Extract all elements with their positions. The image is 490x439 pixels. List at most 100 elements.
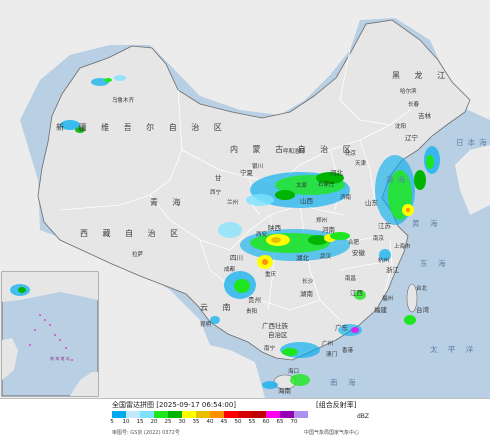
scale-tick-15: 15 [136, 419, 144, 425]
footer-divider [0, 398, 490, 399]
label-lhasa: 拉萨 [132, 250, 144, 258]
label-beijing: 北京 [345, 149, 357, 157]
label-hebei: 河北 [330, 169, 344, 177]
label-guiyang: 贵阳 [246, 307, 257, 315]
label-guangzhou: 广州 [322, 339, 333, 347]
label-inset-nanhai: 南 海 诸 岛 [50, 355, 70, 361]
label-haikou: 海口 [288, 367, 299, 375]
scale-swatch-25 [168, 411, 182, 418]
label-xizang: 西 藏 自 治 区 [80, 228, 184, 238]
label-taiyuan: 太原 [296, 181, 308, 189]
label-huanghai: 黄 海 [412, 218, 441, 228]
label-taipingyang: 太 平 洋 [430, 344, 477, 354]
scale-tick-65: 65 [276, 419, 284, 425]
scale-swatch-70 [294, 411, 308, 418]
scale-swatch-55 [252, 411, 266, 418]
label-guizhou: 贵州 [248, 295, 261, 304]
label-tianjin: 天津 [355, 160, 367, 167]
scale-swatch-65 [280, 411, 294, 418]
label-yinchuan: 银川 [252, 162, 263, 170]
south-china-sea-inset: 南 海 诸 岛 [1, 271, 99, 397]
label-fujian: 福建 [374, 305, 388, 314]
label-guangdong: 广东 [335, 323, 349, 332]
label-guangxi: 广西壮族 [262, 321, 289, 330]
label-nanchang: 南昌 [345, 274, 356, 282]
label-guangxi-2: 自治区 [268, 330, 288, 339]
label-hohhot: 呼和浩特 [283, 147, 306, 155]
taiwan-island [406, 283, 418, 313]
legend-timestamp: [2025-09-17 06:54:00] [156, 401, 237, 409]
scale-tick-55: 55 [248, 419, 256, 425]
label-nanning: 南宁 [264, 344, 276, 352]
map-approval-number: 审图号: GS京 (2022) 0372号 [112, 430, 180, 436]
label-shenyang: 沈阳 [395, 122, 406, 130]
label-chongqing: 重庆 [265, 270, 277, 278]
scale-swatch-30 [182, 411, 196, 418]
scale-tick-20: 20 [150, 419, 158, 425]
label-hangzhou: 杭州 [378, 256, 389, 264]
label-hunan: 湖南 [300, 289, 314, 298]
scale-tick-40: 40 [206, 419, 214, 425]
scale-tick-60: 60 [262, 419, 270, 425]
scale-tick-50: 50 [234, 419, 242, 425]
label-liaoning: 辽宁 [405, 133, 419, 142]
label-qinghai: 青 海 [150, 197, 187, 207]
label-bohai: 渤海 [386, 174, 409, 184]
label-urumqi: 乌鲁木齐 [112, 96, 135, 104]
radar-map: 黑 龙 江 哈尔滨 吉林 长春 沈阳 辽宁 内 蒙 古 自 治 区 呼和浩特 北… [0, 0, 490, 398]
scale-swatch-20 [154, 411, 168, 418]
label-henan: 河南 [322, 225, 336, 234]
japan-korea-land [455, 145, 490, 215]
label-hainan: 海南 [278, 386, 292, 395]
label-shaanxi: 陕西 [268, 223, 282, 232]
label-kunming: 昆明 [200, 321, 212, 328]
label-jinan: 济南 [340, 193, 352, 201]
label-rinhai: 日本海 [456, 137, 490, 147]
label-macau: 澳门 [326, 350, 337, 358]
scale-swatch-40 [210, 411, 224, 418]
label-taiwan: 台湾 [416, 305, 430, 314]
label-heilongjiang: 黑 龙 江 [392, 70, 451, 80]
scale-tick-35: 35 [192, 419, 200, 425]
label-jilin: 吉林 [418, 111, 432, 120]
label-hongkong: 香港 [342, 346, 354, 354]
scale-tick-45: 45 [220, 419, 228, 425]
label-sichuan: 四川 [230, 254, 243, 262]
legend-unit: dBZ [357, 413, 370, 420]
legend-title: 全国雷达拼图 [2025-09-17 06:54:00] [112, 400, 236, 410]
label-neimenggu: 内 蒙 古 自 治 区 [230, 144, 357, 154]
label-donghai: 东 海 [420, 258, 449, 268]
scale-swatch-45 [224, 411, 238, 418]
scale-tick-10: 10 [122, 419, 130, 425]
scale-swatch-15 [140, 411, 154, 418]
scale-tick-30: 30 [178, 419, 186, 425]
sea-labels: 渤海 黄 海 东 海 太 平 洋 南 海 日本海 [330, 137, 490, 387]
label-wuhan: 武汉 [320, 252, 332, 260]
legend-product: [组合反射率] [316, 401, 357, 409]
issuing-organization: 中国气象局国家气象中心 [304, 430, 360, 436]
label-changchun: 长春 [408, 100, 420, 108]
label-shandong: 山东 [365, 198, 379, 207]
label-harbin: 哈尔滨 [400, 87, 417, 95]
label-shanxi: 山西 [300, 196, 314, 205]
label-shanghai: 上海市 [394, 242, 411, 250]
label-gansu: 甘 [215, 173, 222, 182]
scale-swatch-10 [126, 411, 140, 418]
label-anhui: 安徽 [352, 248, 366, 257]
reflectivity-color-scale [112, 411, 308, 418]
label-hubei: 湖北 [296, 253, 310, 262]
legend-footer: 全国雷达拼图 [2025-09-17 06:54:00] [组合反射率] 5 10… [0, 398, 490, 439]
label-chengdu: 成都 [224, 265, 236, 273]
label-xining: 西宁 [210, 188, 222, 196]
neighbor-land-north [0, 0, 490, 140]
label-ningxia: 宁夏 [240, 168, 254, 177]
label-yunnan: 云 南 [200, 302, 237, 312]
label-hefei: 合肥 [348, 238, 360, 246]
label-zhengzhou: 郑州 [316, 216, 327, 224]
region-labels: 黑 龙 江 哈尔滨 吉林 长春 沈阳 辽宁 内 蒙 古 自 治 区 呼和浩特 北… [56, 70, 451, 395]
label-nanjing: 南京 [373, 234, 385, 242]
scale-tick-25: 25 [164, 419, 172, 425]
label-nanhai: 南 海 [330, 377, 359, 387]
label-xinjiang: 新 疆 维 吾 尔 自 治 区 [56, 122, 228, 132]
